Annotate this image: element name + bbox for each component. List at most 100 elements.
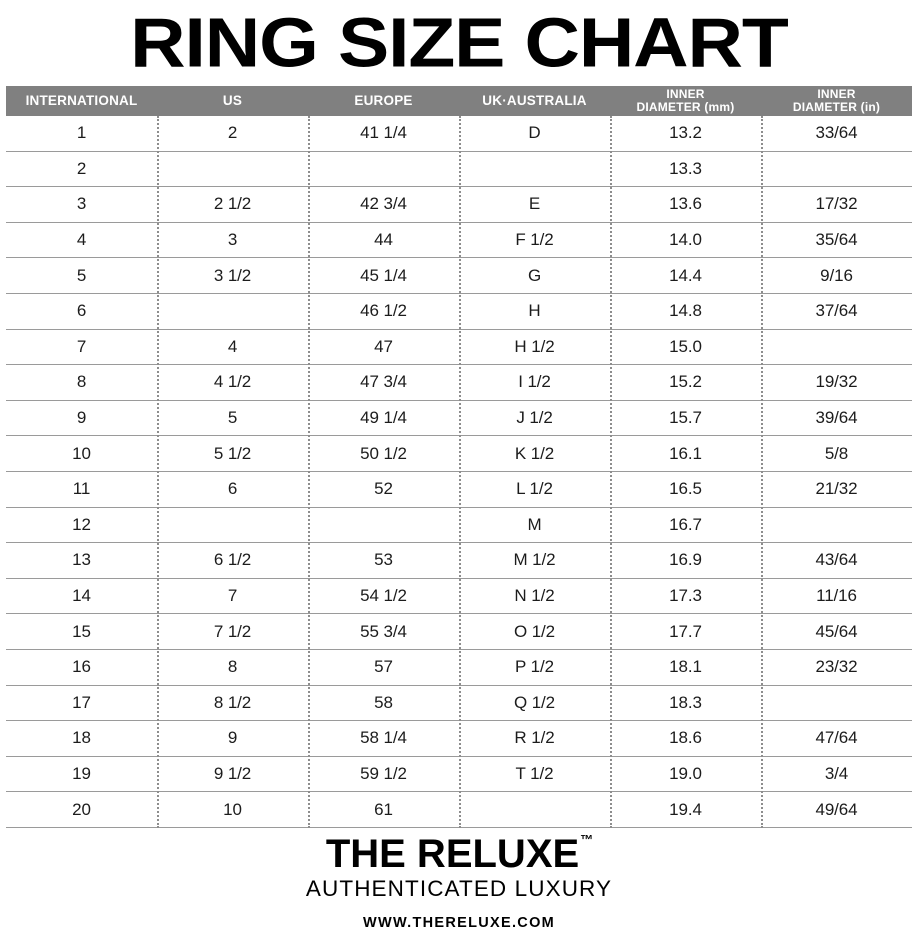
- cell-uk_australia: T 1/2: [459, 756, 610, 793]
- cell-us: 4 1/2: [157, 364, 308, 401]
- cell-inner_diameter_mm: 17.3: [610, 578, 761, 615]
- cell-inner_diameter_mm: 18.1: [610, 649, 761, 686]
- cell-international: 7: [6, 329, 157, 366]
- cell-us: 7 1/2: [157, 613, 308, 650]
- column-header-international: INTERNATIONAL: [6, 86, 157, 116]
- column-header-us: US: [157, 86, 308, 116]
- cell-europe: 50 1/2: [308, 435, 459, 472]
- cell-inner_diameter_in: 49/64: [761, 791, 912, 828]
- cell-uk_australia: D: [459, 116, 610, 152]
- cell-us: 6 1/2: [157, 542, 308, 579]
- cell-europe: 47 3/4: [308, 364, 459, 401]
- cell-europe: 61: [308, 791, 459, 828]
- cell-international: 13: [6, 542, 157, 579]
- cell-europe: [308, 151, 459, 188]
- cell-inner_diameter_mm: 15.0: [610, 329, 761, 366]
- cell-international: 12: [6, 507, 157, 544]
- table-row: 13 6 1/2 53 M 1/2 16.9 43/64: [6, 542, 912, 579]
- cell-us: 5 1/2: [157, 435, 308, 472]
- cell-uk_australia: Q 1/2: [459, 685, 610, 722]
- cell-inner_diameter_mm: 13.2: [610, 116, 761, 152]
- table-row: 15 7 1/2 55 3/4 O 1/2 17.7 45/64: [6, 613, 912, 650]
- cell-europe: 41 1/4: [308, 116, 459, 152]
- cell-international: 19: [6, 756, 157, 793]
- cell-uk_australia: [459, 791, 610, 828]
- cell-us: 2 1/2: [157, 186, 308, 223]
- table-row: 1 2 41 1/4 D 13.2 33/64: [6, 116, 912, 152]
- cell-international: 1: [6, 116, 157, 152]
- cell-uk_australia: H: [459, 293, 610, 330]
- cell-inner_diameter_mm: 19.0: [610, 756, 761, 793]
- cell-uk_australia: M: [459, 507, 610, 544]
- trademark-symbol: ™: [580, 831, 594, 847]
- cell-uk_australia: J 1/2: [459, 400, 610, 437]
- cell-international: 4: [6, 222, 157, 259]
- column-header-inner-diameter-mm-line2: DIAMETER (mm): [636, 100, 735, 114]
- footer: THE RELUXE™ AUTHENTICATED LUXURY WWW.THE…: [0, 828, 918, 931]
- cell-europe: 47: [308, 329, 459, 366]
- column-header-uk-australia: UK·AUSTRALIA: [459, 86, 610, 116]
- cell-inner_diameter_in: [761, 329, 912, 366]
- cell-international: 2: [6, 151, 157, 188]
- column-header-inner-diameter-in-line1: INNER: [817, 87, 856, 102]
- size-table-container: INTERNATIONAL US EUROPE UK·AUSTRALIA INN…: [6, 86, 912, 828]
- cell-uk_australia: P 1/2: [459, 649, 610, 686]
- cell-us: 9: [157, 720, 308, 757]
- column-header-inner-diameter-in: INNER DIAMETER (in): [761, 86, 912, 116]
- cell-inner_diameter_in: [761, 507, 912, 544]
- cell-inner_diameter_mm: 15.7: [610, 400, 761, 437]
- table-row: 17 8 1/2 58 Q 1/2 18.3: [6, 685, 912, 722]
- cell-europe: 42 3/4: [308, 186, 459, 223]
- title-area: RING SIZE CHART: [0, 0, 918, 86]
- cell-inner_diameter_in: 5/8: [761, 435, 912, 472]
- table-row: 12 M 16.7: [6, 507, 912, 544]
- cell-europe: 59 1/2: [308, 756, 459, 793]
- cell-inner_diameter_in: 21/32: [761, 471, 912, 508]
- table-row: 4 3 44 F 1/2 14.0 35/64: [6, 222, 912, 259]
- cell-inner_diameter_in: 11/16: [761, 578, 912, 615]
- cell-inner_diameter_in: 37/64: [761, 293, 912, 330]
- cell-inner_diameter_mm: 16.5: [610, 471, 761, 508]
- cell-us: 8: [157, 649, 308, 686]
- cell-us: 2: [157, 116, 308, 152]
- cell-international: 8: [6, 364, 157, 401]
- brand-logo: THE RELUXE™: [326, 831, 594, 875]
- table-body: 1 2 41 1/4 D 13.2 33/64 2 13.3 3 2 1/2 42 3/4 E 13.6…: [6, 116, 912, 828]
- cell-us: 3 1/2: [157, 257, 308, 294]
- cell-uk_australia: O 1/2: [459, 613, 610, 650]
- cell-europe: 58 1/4: [308, 720, 459, 757]
- brand-website: WWW.THERELUXE.COM: [362, 914, 556, 931]
- cell-inner_diameter_mm: 18.6: [610, 720, 761, 757]
- cell-us: [157, 151, 308, 188]
- cell-us: [157, 293, 308, 330]
- cell-inner_diameter_mm: 17.7: [610, 613, 761, 650]
- cell-europe: 46 1/2: [308, 293, 459, 330]
- table-row: 9 5 49 1/4 J 1/2 15.7 39/64: [6, 400, 912, 437]
- cell-international: 6: [6, 293, 157, 330]
- cell-inner_diameter_in: 9/16: [761, 257, 912, 294]
- brand-tagline: AUTHENTICATED LUXURY: [305, 875, 613, 901]
- cell-international: 5: [6, 257, 157, 294]
- cell-uk_australia: R 1/2: [459, 720, 610, 757]
- cell-uk_australia: [459, 151, 610, 188]
- cell-us: 9 1/2: [157, 756, 308, 793]
- cell-inner_diameter_mm: 16.9: [610, 542, 761, 579]
- cell-inner_diameter_in: 23/32: [761, 649, 912, 686]
- table-row: 16 8 57 P 1/2 18.1 23/32: [6, 649, 912, 686]
- cell-europe: [308, 507, 459, 544]
- cell-inner_diameter_mm: 19.4: [610, 791, 761, 828]
- cell-us: 5: [157, 400, 308, 437]
- cell-uk_australia: L 1/2: [459, 471, 610, 508]
- table-row: 18 9 58 1/4 R 1/2 18.6 47/64: [6, 720, 912, 757]
- table-row: 6 46 1/2 H 14.8 37/64: [6, 293, 912, 330]
- cell-us: 6: [157, 471, 308, 508]
- cell-europe: 52: [308, 471, 459, 508]
- cell-europe: 49 1/4: [308, 400, 459, 437]
- cell-inner_diameter_mm: 14.8: [610, 293, 761, 330]
- cell-uk_australia: N 1/2: [459, 578, 610, 615]
- cell-us: 7: [157, 578, 308, 615]
- cell-us: 4: [157, 329, 308, 366]
- cell-inner_diameter_mm: 18.3: [610, 685, 761, 722]
- cell-inner_diameter_mm: 13.3: [610, 151, 761, 188]
